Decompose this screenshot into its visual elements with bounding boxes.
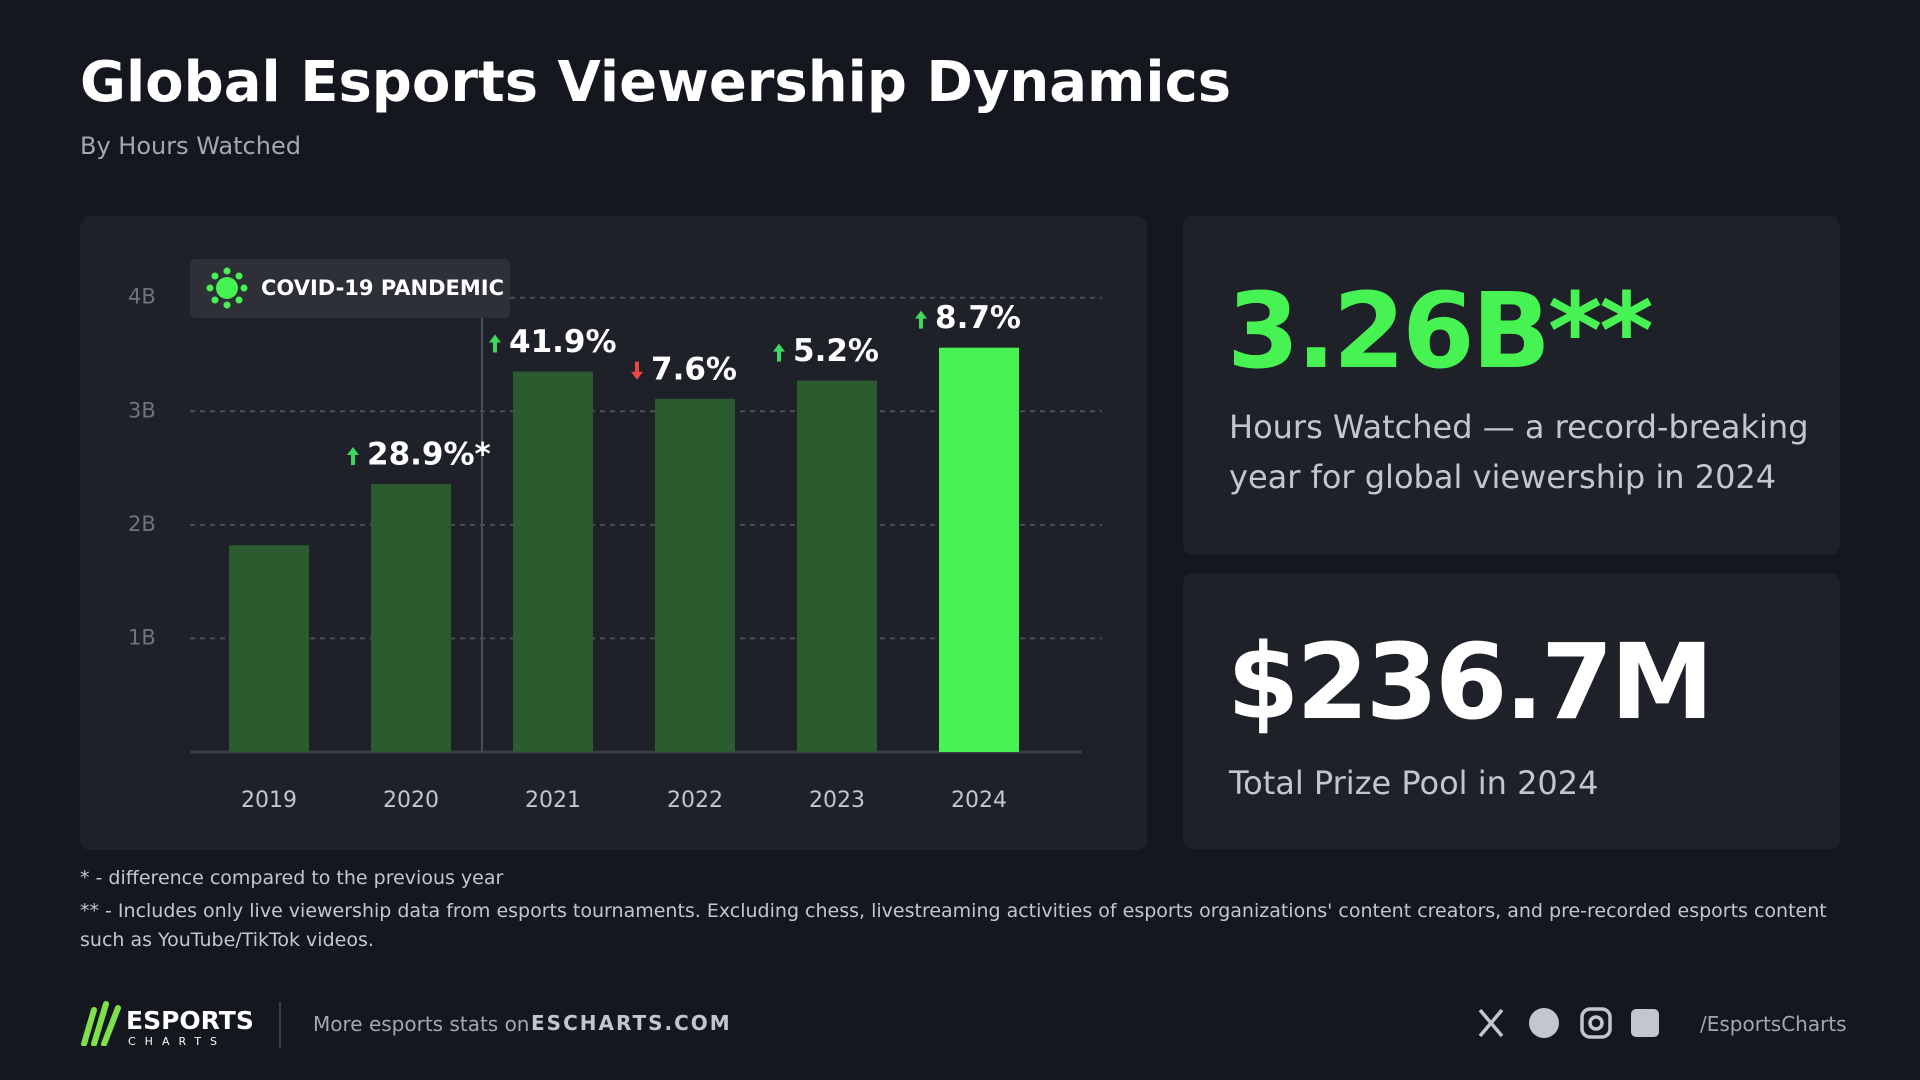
handle: /EsportsCharts	[1700, 1012, 1847, 1036]
virus-spike	[211, 272, 219, 280]
change-arrow	[631, 361, 643, 380]
virus-spike	[206, 284, 214, 292]
change-arrow	[773, 343, 785, 362]
x-tick-label: 2024	[951, 788, 1007, 813]
subtitle: By Hours Watched	[80, 132, 301, 160]
virus-spike	[235, 296, 243, 304]
stat-value: 3.26B**	[1227, 270, 1654, 392]
linkedin-icon[interactable]	[1631, 1009, 1659, 1037]
virus-body	[216, 277, 238, 299]
title: Global Esports Viewership Dynamics	[80, 50, 1232, 115]
instagram-icon[interactable]	[1580, 1007, 1612, 1039]
virus-spike	[223, 267, 231, 275]
bar	[513, 371, 593, 752]
facebook-icon[interactable]	[1529, 1008, 1559, 1038]
social-icons	[1478, 1007, 1659, 1039]
y-tick-label: 2B	[128, 512, 156, 536]
y-tick-label: 3B	[128, 398, 156, 422]
virus-icon	[206, 267, 248, 309]
change-label: 7.6%	[651, 351, 737, 387]
bar	[655, 398, 735, 752]
stat-description: Hours Watched — a record-breaking year f…	[1229, 408, 1809, 496]
virus-spike	[211, 296, 219, 304]
annotation-text: COVID-19 PANDEMIC	[261, 276, 504, 300]
x-tick-label: 2020	[383, 788, 439, 813]
x-tick-label: 2021	[525, 788, 581, 813]
bar	[229, 545, 309, 752]
virus-spike	[223, 301, 231, 309]
change-label: 41.9%	[509, 324, 617, 360]
footnote: ** - Includes only live viewership data …	[80, 900, 1827, 951]
virus-spike	[240, 284, 248, 292]
stat-description: Total Prize Pool in 2024	[1229, 764, 1599, 802]
change-label: 5.2%	[793, 333, 879, 369]
logo-text: ESPORTS	[126, 1006, 254, 1035]
y-tick-label: 4B	[128, 285, 156, 309]
change-label: 8.7%	[935, 300, 1021, 336]
x-tick-label: 2019	[241, 788, 297, 813]
divider	[279, 1002, 281, 1048]
x-icon[interactable]	[1478, 1008, 1504, 1038]
bar	[371, 483, 451, 752]
promo-text: More esports stats on	[313, 1012, 530, 1036]
stat-card: 3.26B** Hours Watched — a record-breakin…	[1183, 216, 1840, 555]
bar	[939, 347, 1019, 752]
chart-card: 1B 2B 3B 4B COVID-19 PANDEMIC 2019 2020 28.9%* 2…	[80, 216, 1147, 850]
change-arrow	[489, 334, 501, 353]
footnote: * - difference compared to the previous …	[80, 867, 504, 889]
y-tick-label: 1B	[128, 625, 156, 649]
logo-icon	[81, 1001, 121, 1046]
change-arrow	[915, 310, 927, 329]
x-tick-label: 2023	[809, 788, 865, 813]
bar	[797, 380, 877, 752]
logo-subtext: CHARTS	[128, 1035, 227, 1048]
chart: 1B 2B 3B 4B COVID-19 PANDEMIC 2019 2020 28.9%* 2…	[128, 259, 1102, 813]
virus-spike	[235, 272, 243, 280]
annotation-box	[190, 259, 510, 318]
change-label: 28.9%*	[367, 436, 491, 472]
stat-value: $236.7M	[1227, 621, 1714, 743]
stat-card: $236.7M Total Prize Pool in 2024	[1183, 573, 1840, 849]
link[interactable]: ESCHARTS.COM	[531, 1011, 732, 1035]
change-arrow	[347, 446, 359, 465]
x-tick-label: 2022	[667, 788, 723, 813]
instagram-lens	[1588, 1015, 1604, 1031]
